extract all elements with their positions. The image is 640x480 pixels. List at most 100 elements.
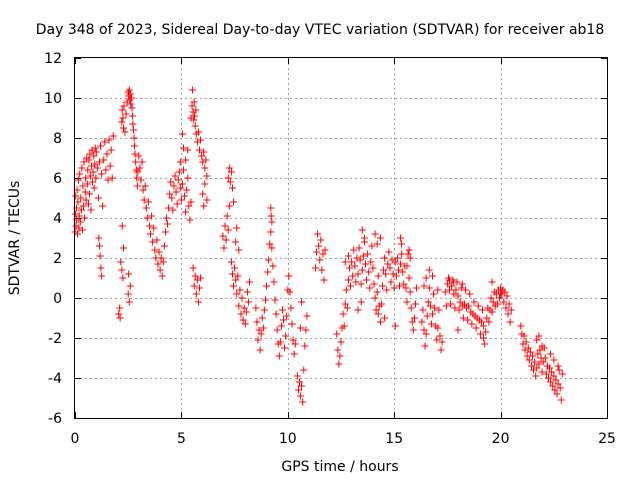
data-point	[289, 336, 297, 344]
y-axis-title: SDTVAR / TECUs	[7, 181, 23, 296]
data-point	[84, 166, 92, 174]
data-point	[189, 264, 197, 272]
data-point	[339, 310, 347, 318]
data-point	[133, 174, 141, 182]
data-point	[554, 362, 562, 370]
data-point	[165, 204, 173, 212]
data-point	[476, 330, 484, 338]
data-point	[75, 224, 83, 232]
data-point	[376, 234, 384, 242]
data-point	[198, 152, 206, 160]
y-tick-label: -2	[48, 331, 62, 347]
data-point	[120, 244, 128, 252]
data-point	[240, 304, 248, 312]
data-point	[80, 202, 88, 210]
data-point	[425, 284, 433, 292]
data-point	[541, 354, 549, 362]
data-point	[131, 142, 139, 150]
data-point	[141, 182, 149, 190]
data-point	[125, 298, 133, 306]
data-point	[397, 260, 405, 268]
data-point	[321, 246, 329, 254]
x-tick-label: 15	[385, 431, 403, 447]
data-point	[192, 290, 200, 298]
data-point	[243, 288, 251, 296]
data-point	[125, 86, 133, 94]
data-point	[222, 236, 230, 244]
data-point	[132, 158, 140, 166]
data-point	[372, 306, 380, 314]
data-point	[267, 204, 275, 212]
data-point	[429, 272, 437, 280]
data-point	[118, 222, 126, 230]
data-point	[408, 318, 416, 326]
data-point	[371, 230, 379, 238]
data-point	[334, 346, 342, 354]
data-point	[302, 326, 310, 334]
data-point	[489, 298, 497, 306]
data-point	[558, 370, 566, 378]
data-point	[346, 264, 354, 272]
data-point	[427, 320, 435, 328]
y-tick-label: 2	[53, 251, 62, 267]
data-point	[431, 304, 439, 312]
data-point	[76, 170, 84, 178]
data-point	[342, 286, 350, 294]
data-point	[138, 158, 146, 166]
data-point	[197, 136, 205, 144]
data-point	[176, 184, 184, 192]
data-point	[126, 90, 134, 98]
data-point	[244, 298, 252, 306]
data-point	[261, 296, 269, 304]
data-point	[359, 252, 367, 260]
data-point	[316, 256, 324, 264]
data-point	[480, 334, 488, 342]
data-point	[357, 298, 365, 306]
data-point	[433, 336, 441, 344]
data-point	[139, 186, 147, 194]
data-point	[348, 258, 356, 266]
data-point	[126, 282, 134, 290]
data-point	[503, 292, 511, 300]
data-point	[147, 230, 155, 238]
data-point	[277, 322, 285, 330]
data-point	[268, 244, 276, 252]
data-point	[535, 360, 543, 368]
data-point	[252, 304, 260, 312]
data-point	[278, 306, 286, 314]
data-point	[230, 198, 238, 206]
data-point	[291, 340, 299, 348]
data-point	[98, 272, 106, 280]
data-point	[190, 116, 198, 124]
data-point	[413, 284, 421, 292]
data-point	[82, 196, 90, 204]
data-point	[259, 324, 267, 332]
data-point	[354, 270, 362, 278]
data-point	[536, 346, 544, 354]
data-point	[422, 330, 430, 338]
data-point	[154, 260, 162, 268]
data-point	[81, 214, 89, 222]
data-point	[411, 300, 419, 308]
data-point	[399, 268, 407, 276]
data-point	[533, 336, 541, 344]
data-point	[358, 226, 366, 234]
data-point	[266, 240, 274, 248]
data-point	[220, 244, 228, 252]
data-point	[426, 302, 434, 310]
data-point	[191, 122, 199, 130]
data-point	[313, 248, 321, 256]
data-point	[496, 294, 504, 302]
data-point	[264, 268, 272, 276]
data-point	[400, 280, 408, 288]
data-point	[253, 318, 261, 326]
data-point	[341, 258, 349, 266]
data-point	[534, 350, 542, 358]
data-point	[282, 332, 290, 340]
data-point	[393, 254, 401, 262]
data-point	[481, 340, 489, 348]
data-point	[485, 318, 493, 326]
data-point	[398, 240, 406, 248]
data-point	[201, 164, 209, 172]
data-point	[344, 276, 352, 284]
